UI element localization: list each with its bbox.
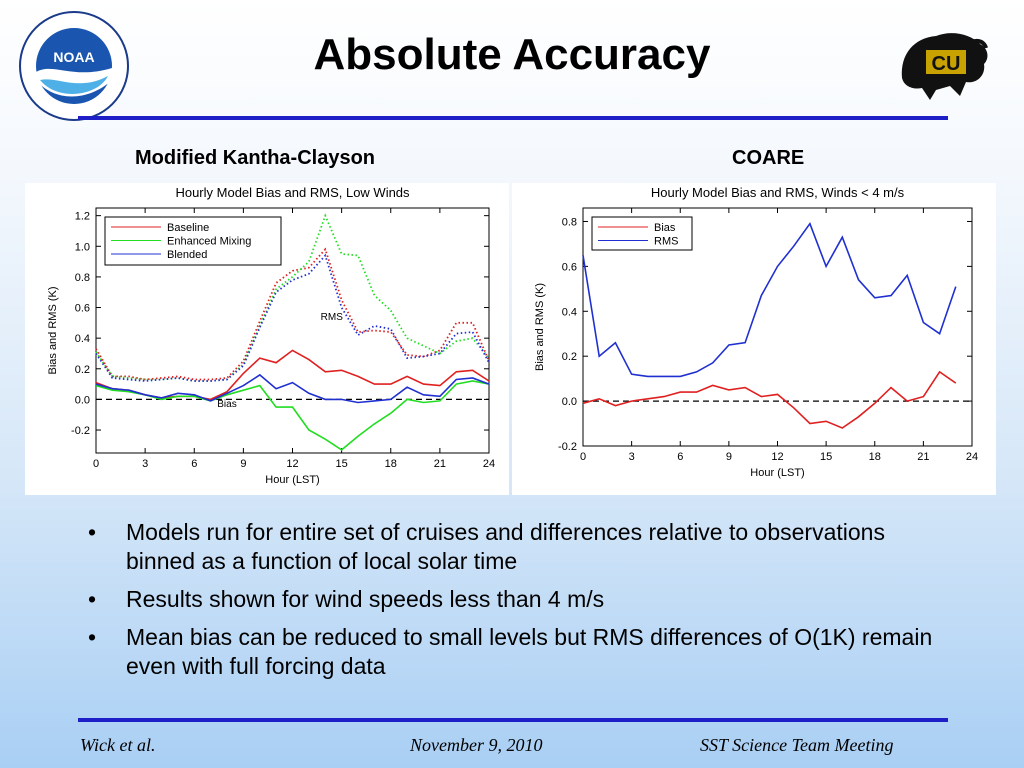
y-tick-label: 1.0 — [75, 241, 90, 253]
x-tick-label: 15 — [336, 458, 348, 470]
chart-title: Hourly Model Bias and RMS, Low Winds — [175, 185, 410, 200]
bullet-dot: • — [88, 624, 97, 650]
x-tick-label: 12 — [771, 451, 783, 463]
x-tick-label: 6 — [191, 458, 197, 470]
x-tick-label: 0 — [93, 458, 99, 470]
left-chart-heading: Modified Kantha-Clayson — [135, 147, 376, 169]
x-tick-label: 6 — [677, 451, 683, 463]
x-tick-label: 3 — [142, 458, 148, 470]
legend-label: Bias — [654, 222, 676, 234]
noaa-logo: NOAA — [19, 11, 129, 121]
bullet-item: • Models run for entire set of cruises an… — [88, 518, 948, 576]
x-tick-label: 9 — [726, 451, 732, 463]
footer-date: November 9, 2010 — [410, 735, 543, 755]
y-tick-label: 1.2 — [75, 211, 90, 223]
x-tick-label: 9 — [240, 458, 246, 470]
y-tick-label: 0.2 — [75, 364, 90, 376]
y-tick-label: -0.2 — [71, 425, 90, 437]
y-tick-label: 0.6 — [75, 303, 90, 315]
y-tick-label: 0.0 — [75, 394, 90, 406]
x-tick-label: 12 — [286, 458, 298, 470]
bullet-text: Results shown for wind speeds less than … — [126, 586, 605, 612]
bullet-dot: • — [88, 519, 97, 545]
legend-box — [591, 216, 693, 251]
y-tick-label: 0.2 — [562, 351, 577, 363]
chart-panel-kantha-clayson: Hourly Model Bias and RMS, Low Winds 0 3 6 9… — [25, 183, 509, 495]
x-axis-label: Hour (LST) — [750, 467, 804, 479]
cu-logo-text: CU — [932, 53, 961, 75]
cu-buffalo-logo: CU — [901, 33, 988, 100]
y-tick-label: 0.4 — [562, 306, 577, 318]
footer-event: SST Science Team Meeting — [700, 735, 894, 755]
annotation-label: Bias — [217, 399, 236, 410]
x-tick-label: 21 — [917, 451, 929, 463]
y-tick-label: 0.8 — [75, 272, 90, 284]
series-line-bias — [582, 370, 957, 429]
bullet-item: • Mean bias can be reduced to small level… — [88, 623, 948, 681]
x-axis-label: Hour (LST) — [265, 474, 319, 486]
chart-kantha-clayson: Hourly Model Bias and RMS, Low Winds 0 3 6 9… — [47, 185, 495, 486]
series-line-blended-rms — [95, 253, 490, 382]
series-line-enhanced-mixing-bias — [95, 380, 490, 451]
legend-label: Blended — [167, 249, 207, 261]
legend-label: Enhanced Mixing — [167, 236, 251, 248]
chart-title: Hourly Model Bias and RMS, Winds < 4 m/s — [651, 185, 905, 200]
x-tick-label: 18 — [385, 458, 397, 470]
x-tick-label: 0 — [580, 451, 586, 463]
annotation-label: RMS — [321, 312, 344, 323]
y-tick-label: 0.0 — [562, 396, 577, 408]
right-chart-heading: COARE — [732, 147, 805, 169]
x-tick-label: 24 — [966, 451, 978, 463]
y-tick-label: -0.2 — [558, 441, 577, 453]
bullet-text: Mean bias can be reduced to small levels… — [126, 624, 933, 679]
x-tick-label: 15 — [820, 451, 832, 463]
slide-title: Absolute Accuracy — [313, 30, 711, 79]
chart-panel-coare: Hourly Model Bias and RMS, Winds < 4 m/s… — [512, 183, 996, 495]
chart-coare: Hourly Model Bias and RMS, Winds < 4 m/s… — [534, 185, 978, 479]
bullet-item: • Results shown for wind speeds less than… — [88, 585, 948, 614]
series-line-baseline-rms — [95, 247, 490, 381]
series-line-rms — [582, 222, 957, 378]
bullet-dot: • — [88, 586, 97, 612]
y-tick-label: 0.8 — [562, 216, 577, 228]
x-tick-label: 24 — [483, 458, 495, 470]
bullet-list: • Models run for entire set of cruises an… — [88, 518, 948, 690]
top-divider — [78, 116, 948, 120]
y-tick-label: 0.4 — [75, 333, 90, 345]
series-line-blended-bias — [95, 373, 490, 404]
bullet-text: Models run for entire set of cruises and… — [126, 519, 885, 574]
footer-author: Wick et al. — [80, 735, 156, 755]
noaa-logo-text: NOAA — [53, 49, 94, 65]
x-tick-label: 18 — [869, 451, 881, 463]
legend-label: RMS — [654, 236, 678, 248]
legend-label: Baseline — [167, 222, 209, 234]
x-tick-label: 21 — [434, 458, 446, 470]
y-tick-label: 0.6 — [562, 261, 577, 273]
y-axis-label: Bias and RMS (K) — [47, 286, 59, 374]
y-axis-label: Bias and RMS (K) — [534, 283, 546, 371]
bottom-divider — [78, 718, 948, 722]
series-line-baseline-bias — [95, 349, 490, 401]
series-line-enhanced-mixing-rms — [95, 213, 490, 382]
x-tick-label: 3 — [629, 451, 635, 463]
